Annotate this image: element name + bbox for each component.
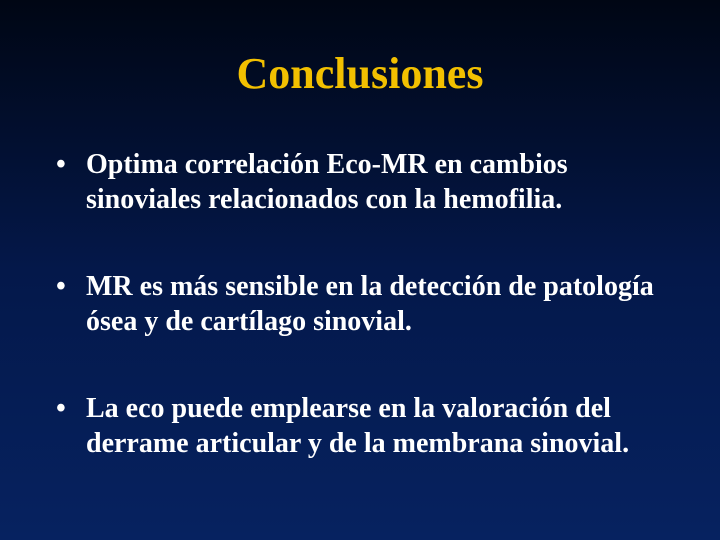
bullet-list: Optima correlación Eco-MR en cambios sin… — [50, 147, 670, 461]
bullet-item: MR es más sensible en la detección de pa… — [50, 269, 670, 339]
bullet-item: La eco puede emplearse en la valoración … — [50, 391, 670, 461]
bullet-item: Optima correlación Eco-MR en cambios sin… — [50, 147, 670, 217]
slide-title: Conclusiones — [50, 48, 670, 99]
slide-container: Conclusiones Optima correlación Eco-MR e… — [0, 0, 720, 540]
